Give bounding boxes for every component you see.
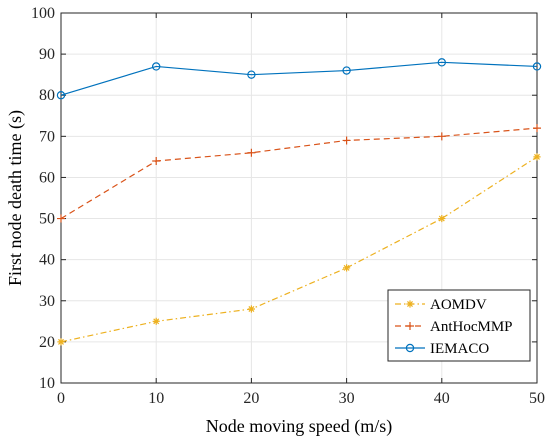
x-tick-label: 20 [243,390,259,407]
data-point-anthocmmp [533,124,541,133]
data-point-iemaco [532,62,542,71]
y-tick-label: 80 [39,87,55,104]
legend-marker-iemaco [405,343,415,353]
y-tick-label: 90 [39,46,55,63]
data-point-aomdv [152,317,160,325]
y-tick-label: 20 [39,334,55,351]
legend-label-anthocmmp: AntHocMMP [430,319,513,335]
series-line-iemaco [60,61,538,96]
y-tick-label: 60 [39,169,55,186]
data-point-anthocmmp [247,148,256,157]
legend-marker-aomdv [406,300,414,308]
legend: AOMDV AntHocMMP IEMACO [387,289,531,362]
data-point-aomdv [438,214,446,223]
data-point-anthocmmp [342,136,351,145]
data-point-anthocmmp [437,132,446,141]
y-tick-label: 50 [39,211,55,228]
series-group [56,58,542,346]
data-point-anthocmmp [152,157,161,165]
data-point-aomdv [533,153,541,161]
x-tick-label: 30 [339,390,355,407]
data-point-iemaco [342,66,351,75]
data-point-aomdv [343,264,351,272]
plot-frame [60,12,538,384]
y-axis-label: First node death time (s) [5,110,26,286]
series-iemaco [56,58,542,100]
y-tick-label: 100 [31,5,55,22]
data-point-aomdv [57,338,65,346]
y-tick-label: 30 [39,293,55,310]
data-point-iemaco [247,70,256,79]
data-point-iemaco [437,58,446,67]
data-point-iemaco [151,62,161,71]
y-tick-label: 10 [39,375,55,392]
data-point-anthocmmp [57,214,65,223]
y-tick-label: 40 [39,252,55,269]
series-line-anthocmmp [60,127,538,220]
legend-marker-anthocmmp [406,322,414,330]
series-anthocmmp [57,124,541,223]
series-line-aomdv [60,156,538,343]
x-tick-label: 40 [434,390,450,407]
y-tick-label: 70 [39,128,55,145]
data-point-aomdv [247,305,255,313]
legend-label-aomdv: AOMDV [430,297,487,313]
legend-label-iemaco: IEMACO [430,341,489,357]
series-aomdv [57,153,541,346]
x-tick-label: 10 [148,390,164,407]
x-tick-label: 50 [529,390,545,407]
x-tick-label: 0 [57,390,65,407]
data-point-iemaco [56,91,66,100]
x-axis-label: Node moving speed (m/s) [206,416,392,437]
